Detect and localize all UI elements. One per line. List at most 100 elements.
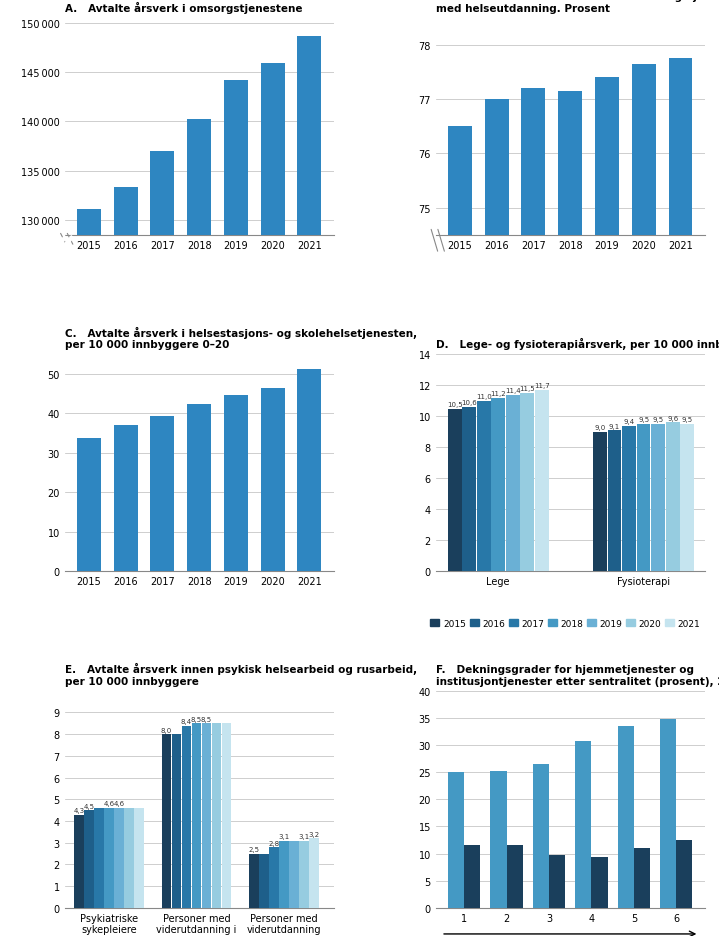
Text: 8,5: 8,5 xyxy=(201,716,212,722)
Text: C.   Avtalte årsverk i helsestasjons- og skolehelsetjenesten,
per 10 000 innbygg: C. Avtalte årsverk i helsestasjons- og s… xyxy=(65,327,417,350)
Bar xyxy=(269,847,279,908)
Bar xyxy=(677,841,692,908)
Text: 9,5: 9,5 xyxy=(682,417,692,423)
Text: 9,0: 9,0 xyxy=(595,425,605,431)
Bar xyxy=(632,65,656,936)
Bar xyxy=(124,808,134,908)
Text: 9,1: 9,1 xyxy=(609,423,620,430)
Bar xyxy=(622,426,636,572)
Bar xyxy=(212,724,221,908)
Bar xyxy=(462,407,476,572)
Bar xyxy=(134,808,144,908)
Bar xyxy=(595,79,619,936)
Bar xyxy=(221,724,232,908)
Text: 4,3: 4,3 xyxy=(73,807,85,813)
Bar xyxy=(669,59,692,936)
Bar xyxy=(558,92,582,936)
Bar xyxy=(114,188,137,936)
Bar xyxy=(309,839,319,908)
Bar xyxy=(104,808,114,908)
Text: 8,5: 8,5 xyxy=(191,716,202,722)
Text: 8,0: 8,0 xyxy=(161,727,172,733)
Bar xyxy=(491,398,505,572)
Bar xyxy=(680,425,694,572)
Bar xyxy=(448,409,462,572)
Text: 4,6: 4,6 xyxy=(104,800,114,807)
Bar xyxy=(249,854,259,908)
Bar xyxy=(448,127,472,936)
Bar xyxy=(224,396,248,572)
Bar xyxy=(279,841,289,908)
Text: 9,5: 9,5 xyxy=(653,417,664,423)
Bar xyxy=(182,725,191,908)
Text: A.   Avtalte årsverk i omsorgstjenestene: A. Avtalte årsverk i omsorgstjenestene xyxy=(65,2,302,14)
Bar xyxy=(74,814,83,908)
Bar xyxy=(114,808,124,908)
Bar xyxy=(634,848,650,908)
Bar xyxy=(77,210,101,936)
Bar xyxy=(150,152,174,936)
Text: 3,2: 3,2 xyxy=(308,831,320,837)
Text: 9,6: 9,6 xyxy=(667,416,678,421)
Text: 11,5: 11,5 xyxy=(520,386,535,392)
Legend: 2015, 2016, 2017, 2018, 2019, 2020, 2021: 2015, 2016, 2017, 2018, 2019, 2020, 2021 xyxy=(427,615,704,632)
Text: 3,1: 3,1 xyxy=(298,833,310,840)
Bar xyxy=(549,856,565,908)
Bar xyxy=(261,64,285,936)
Bar xyxy=(260,854,269,908)
Bar xyxy=(298,37,321,936)
Bar xyxy=(187,120,211,936)
Bar xyxy=(289,841,299,908)
Text: 2,5: 2,5 xyxy=(249,846,260,852)
Bar xyxy=(521,394,534,572)
Bar xyxy=(506,395,520,572)
Bar xyxy=(477,402,490,572)
Text: 10,6: 10,6 xyxy=(462,400,477,406)
Text: 11,4: 11,4 xyxy=(505,388,521,394)
Bar xyxy=(592,857,608,908)
Bar xyxy=(490,771,506,908)
Text: 2,8: 2,8 xyxy=(268,840,280,846)
Bar xyxy=(535,390,549,572)
Bar xyxy=(202,724,211,908)
Bar xyxy=(651,425,665,572)
Text: 3,1: 3,1 xyxy=(278,833,290,840)
Text: 11,0: 11,0 xyxy=(476,394,492,400)
Bar xyxy=(506,845,523,908)
Text: 9,4: 9,4 xyxy=(623,418,635,425)
Bar xyxy=(150,417,174,572)
Bar xyxy=(172,735,181,908)
Bar xyxy=(77,439,101,572)
Bar xyxy=(533,764,549,908)
Bar xyxy=(94,808,104,908)
Text: E.   Avtalte årsverk innen psykisk helsearbeid og rusarbeid,
per 10 000 innbygge: E. Avtalte årsverk innen psykisk helsear… xyxy=(65,663,417,686)
Text: 4,6: 4,6 xyxy=(114,800,124,807)
Bar xyxy=(666,423,679,572)
Bar xyxy=(187,404,211,572)
Text: 9,5: 9,5 xyxy=(638,417,649,423)
Bar xyxy=(299,841,309,908)
Bar xyxy=(224,80,248,936)
Text: 4,5: 4,5 xyxy=(83,803,94,809)
Bar xyxy=(84,811,93,908)
Bar xyxy=(448,772,464,908)
Text: 8,4: 8,4 xyxy=(181,718,192,724)
Text: F.   Dekningsgrader for hjemmetjenester og
institusjontjenester etter sentralite: F. Dekningsgrader for hjemmetjenester og… xyxy=(436,665,719,686)
Text: 11,2: 11,2 xyxy=(490,390,506,397)
Bar xyxy=(298,370,321,572)
Bar xyxy=(618,726,634,908)
Bar xyxy=(575,741,592,908)
Text: 11,7: 11,7 xyxy=(534,383,550,389)
Bar xyxy=(608,431,621,572)
Bar xyxy=(593,432,607,572)
Text: D.   Lege- og fysioterapiårsverk, per 10 000 innbyggere: D. Lege- og fysioterapiårsverk, per 10 0… xyxy=(436,338,719,350)
Bar xyxy=(162,735,171,908)
Bar xyxy=(485,100,508,936)
Bar xyxy=(521,89,546,936)
Bar xyxy=(660,719,677,908)
Bar xyxy=(192,724,201,908)
Text: 10,5: 10,5 xyxy=(446,402,462,407)
Bar xyxy=(637,425,651,572)
Bar xyxy=(464,845,480,908)
Text: B.   Andel brukerrettede årsverk i omsorgstjenesten
med helseutdanning. Prosent: B. Andel brukerrettede årsverk i omsorgs… xyxy=(436,0,719,14)
